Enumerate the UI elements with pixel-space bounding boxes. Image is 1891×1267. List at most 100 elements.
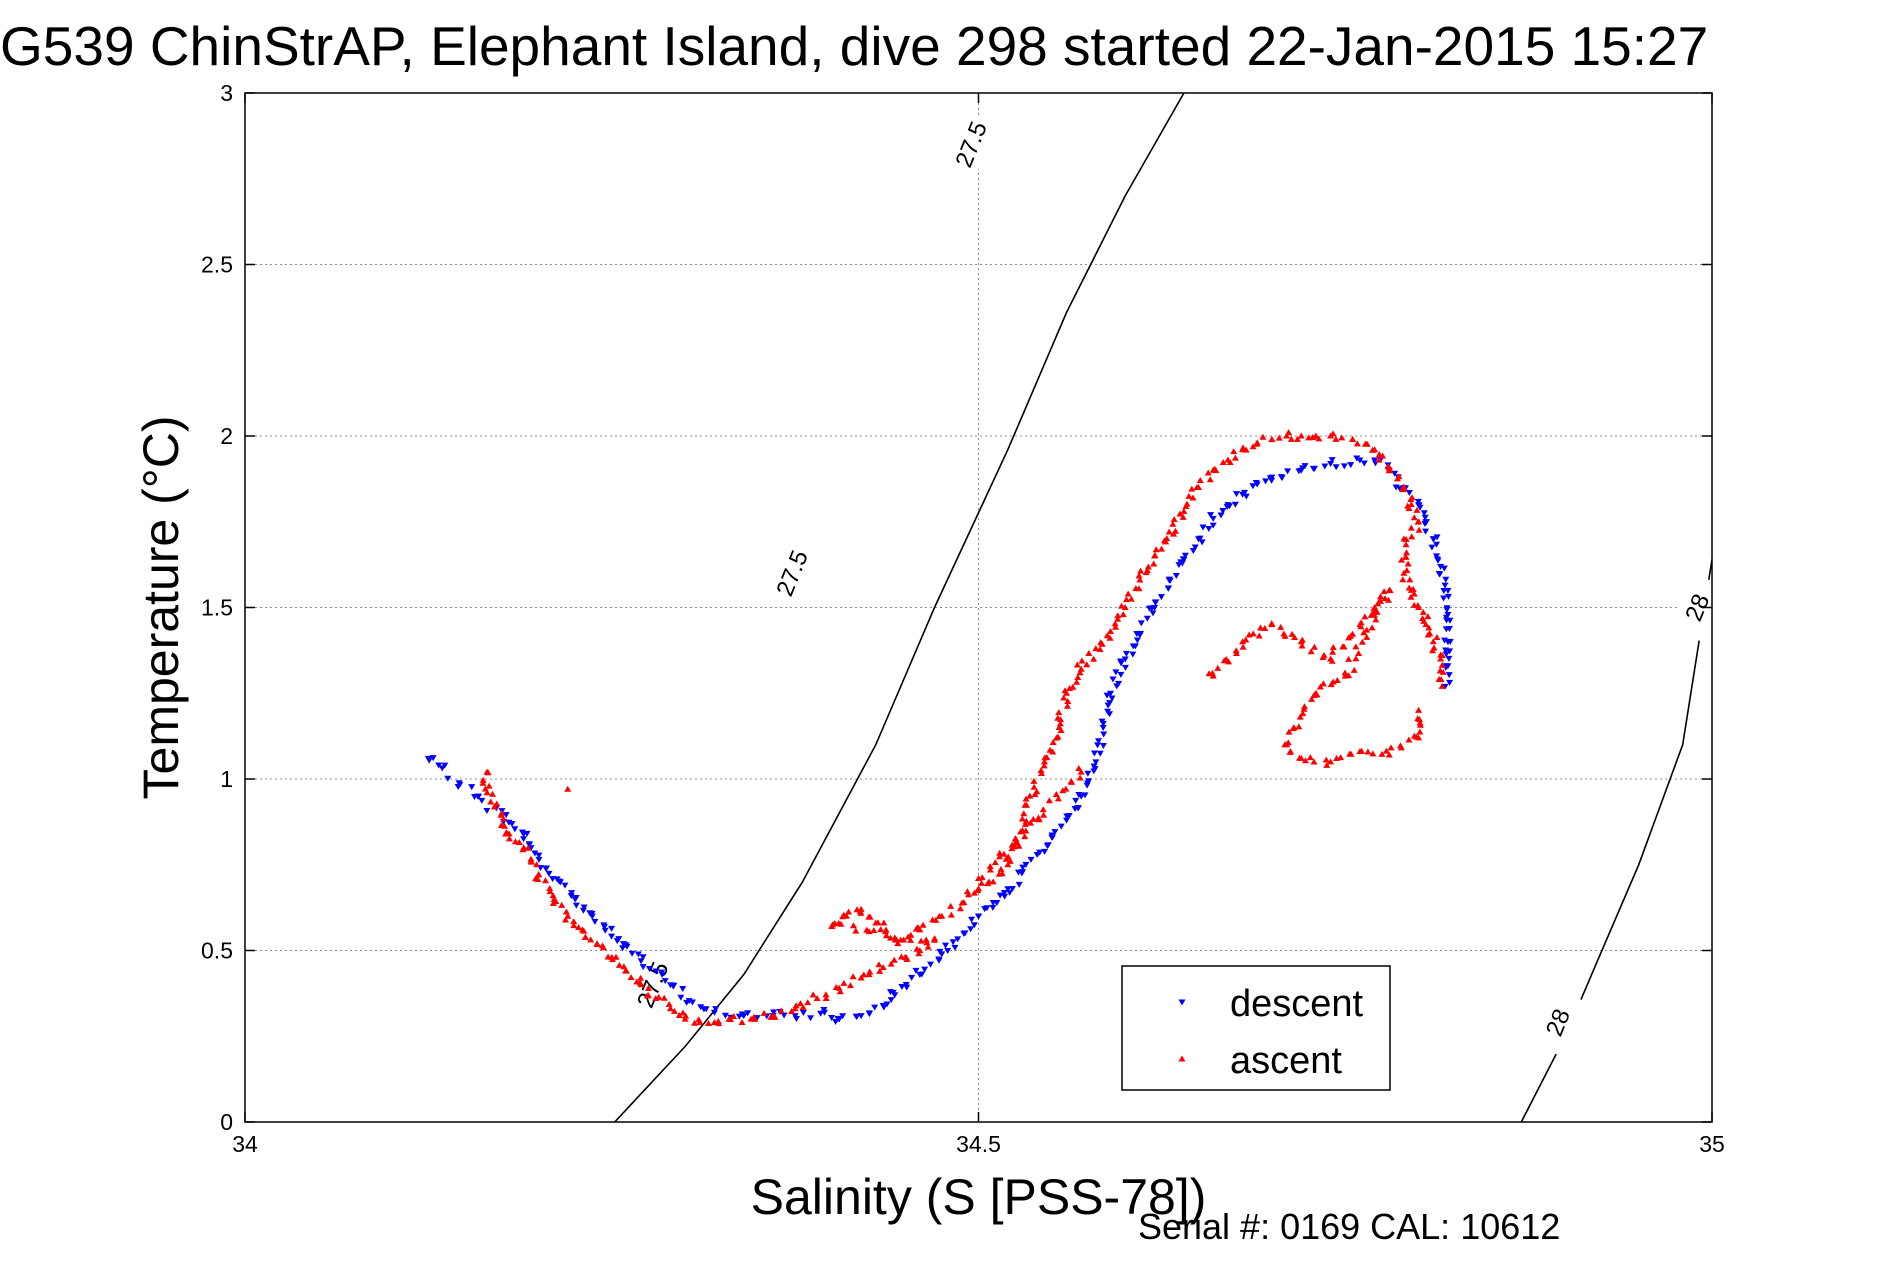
ascent-point [1410, 514, 1418, 521]
ascent-point [1371, 446, 1379, 453]
descent-point [1415, 502, 1423, 509]
ascent-point [747, 1015, 755, 1022]
descent-point [970, 922, 978, 929]
ascent-point [879, 964, 887, 971]
descent-point [1332, 464, 1340, 471]
ascent-point [857, 909, 865, 916]
descent-point [1121, 664, 1129, 671]
descent-point [1015, 881, 1023, 888]
ascent-point [1363, 626, 1371, 633]
ascent-point [1333, 677, 1341, 684]
ascent-point [1020, 810, 1028, 817]
legend: descent ascent [1121, 965, 1391, 1091]
descent-point [535, 852, 543, 859]
ascent-point [1163, 535, 1171, 542]
ascent-point [1364, 748, 1372, 755]
ascent-point [1341, 672, 1349, 679]
descent-point [580, 904, 588, 911]
ascent-point [1214, 664, 1222, 671]
ascent-point [1189, 494, 1197, 501]
ascent-point [932, 916, 940, 923]
ascent-point [986, 863, 994, 870]
ascent-point [880, 919, 888, 926]
descent-point [1103, 692, 1111, 699]
ascent-point [1405, 504, 1413, 511]
descent-point [1328, 457, 1336, 464]
descent-point [1437, 563, 1445, 570]
ascent-point [1196, 476, 1204, 483]
ascent-point [894, 940, 902, 947]
ascent-point [1231, 454, 1239, 461]
ascent-point [1363, 633, 1371, 640]
descent-point [1098, 718, 1106, 725]
ascent-point [1239, 643, 1247, 650]
descent-point [1084, 770, 1092, 777]
descent-point [1262, 478, 1270, 485]
descent-point [1094, 742, 1102, 749]
descent-point [721, 1012, 729, 1019]
descent-point [1414, 498, 1422, 505]
descent-point [1131, 643, 1139, 650]
descent-point [1284, 468, 1292, 475]
descent-point [456, 781, 464, 788]
ascent-point [1327, 432, 1335, 439]
descent-point [1152, 599, 1160, 606]
ascent-point [1185, 492, 1193, 499]
ascent-point [1076, 669, 1084, 676]
descent-point [903, 984, 911, 991]
descent-point [639, 964, 647, 971]
ascent-point [1021, 801, 1029, 808]
descent-point [983, 905, 991, 912]
ascent-point [1332, 435, 1340, 442]
descent-point [1022, 861, 1030, 868]
ascent-point [1114, 612, 1122, 619]
ascent-point [1407, 593, 1415, 600]
ascent-point [1301, 757, 1309, 764]
y-tick-label: 3 [220, 80, 233, 106]
ascent-point [1179, 513, 1187, 520]
ascent-point [1165, 528, 1173, 535]
ascent-point [1067, 778, 1075, 785]
ascent-point [1077, 768, 1085, 775]
ascent-point [1297, 432, 1305, 439]
ascent-point [1008, 841, 1016, 848]
ascent-point [1195, 483, 1203, 490]
descent-point [1442, 626, 1450, 633]
ascent-point [1306, 754, 1314, 761]
descent-point [619, 941, 627, 948]
ascent-point [1144, 563, 1152, 570]
ascent-point [1118, 602, 1126, 609]
ascent-point [1293, 435, 1301, 442]
grid-lines [245, 93, 1712, 1122]
ascent-point [1410, 590, 1418, 597]
ascent-point [1415, 734, 1423, 741]
ascent-point [1329, 678, 1337, 685]
ascent-point [1127, 595, 1135, 602]
descent-point [623, 943, 631, 950]
descent-point [567, 893, 575, 900]
ascent-point [857, 974, 865, 981]
ascent-point [1352, 655, 1360, 662]
descent-point [542, 865, 550, 872]
ascent-point [725, 1015, 733, 1022]
ascent-point [989, 878, 997, 885]
y-tick-label: 1.5 [201, 595, 233, 621]
ascent-point [1413, 506, 1421, 513]
descent-point [1297, 467, 1305, 474]
descent-point [508, 821, 516, 828]
descent-point [1008, 885, 1016, 892]
descent-point [807, 1015, 815, 1022]
ascent-point [1404, 560, 1412, 567]
x-axis-label: Salinity (S [PSS-78]) [751, 1169, 1207, 1225]
descent-point [666, 982, 674, 989]
ascent-point [1054, 714, 1062, 721]
ascent-point [1422, 621, 1430, 628]
descent-point [1429, 536, 1437, 543]
descent-point [608, 925, 616, 932]
descent-point [1096, 750, 1104, 757]
ascent-point [845, 908, 853, 915]
ascent-point [1152, 546, 1160, 553]
ascent-point [558, 901, 566, 908]
ascent-point [797, 1000, 805, 1007]
ascent-point [865, 971, 873, 978]
